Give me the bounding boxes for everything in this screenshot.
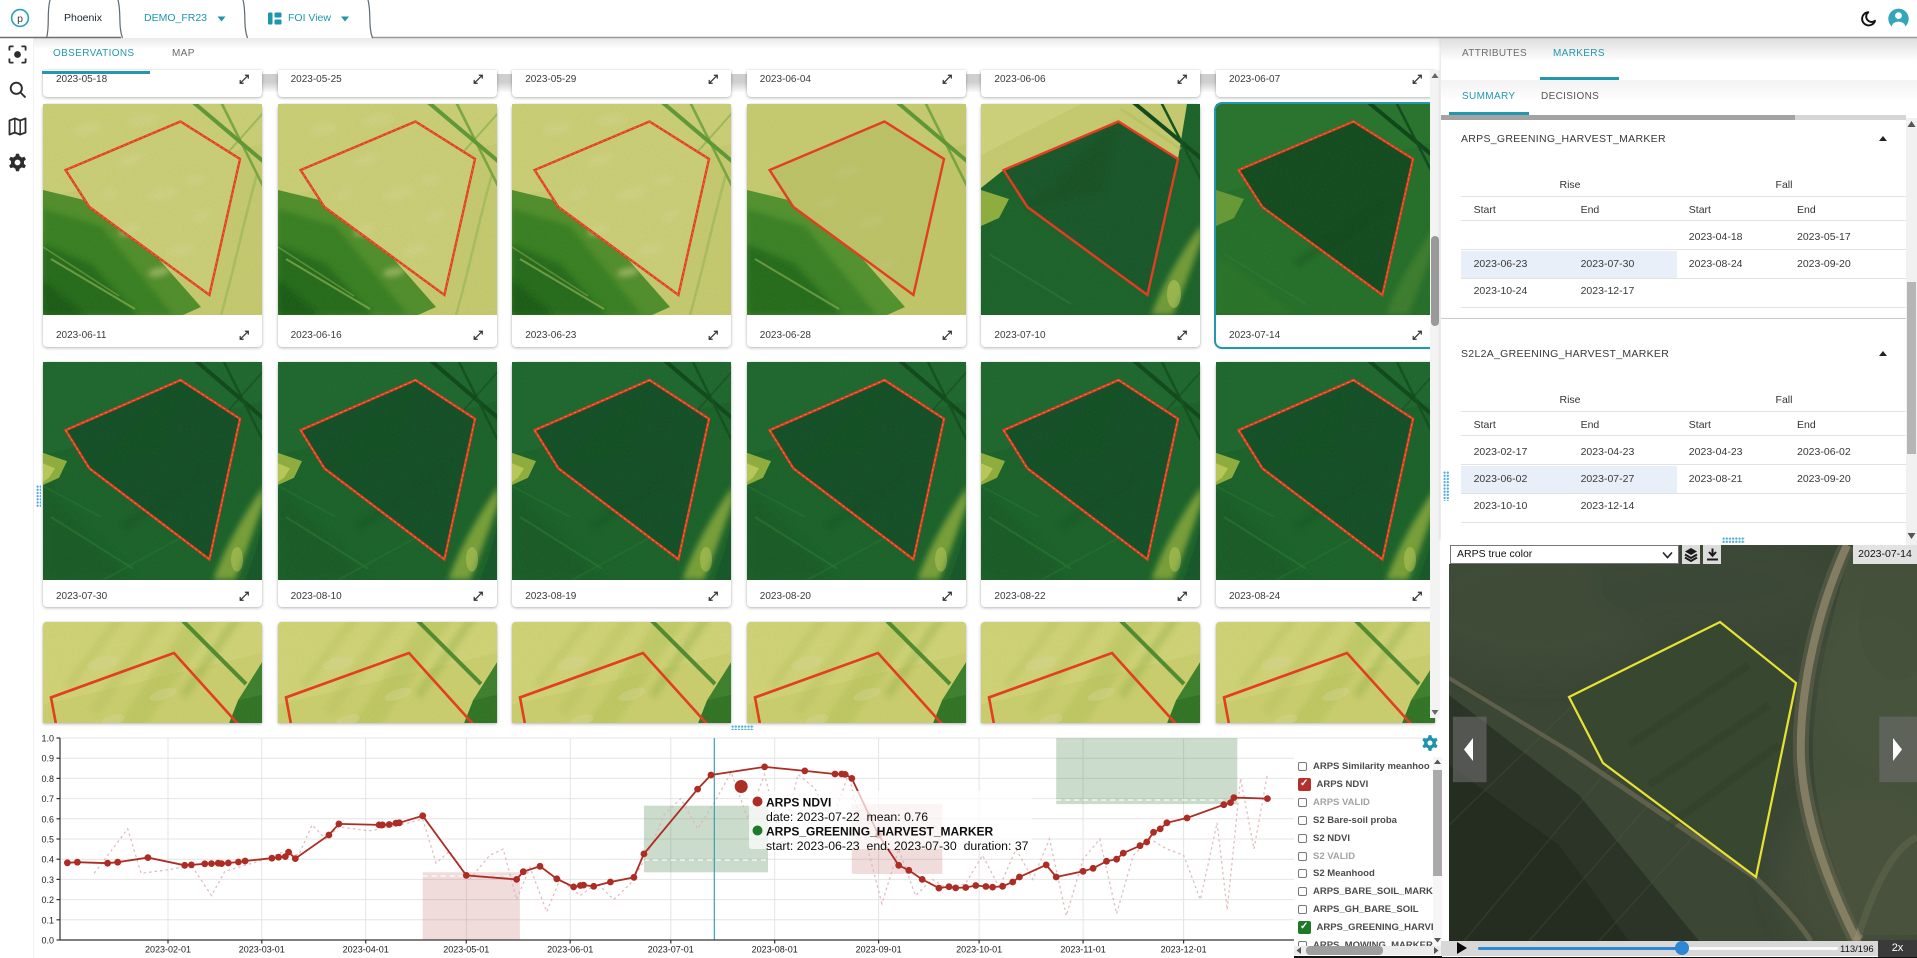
svg-text:0.2: 0.2	[41, 895, 54, 905]
svg-text:2023-06-01: 2023-06-01	[547, 945, 593, 955]
svg-text:2023-08-01: 2023-08-01	[752, 945, 798, 955]
svg-text:0.5: 0.5	[41, 835, 54, 845]
svg-text:2023-11-01: 2023-11-01	[1060, 945, 1105, 955]
svg-text:2023-02-01: 2023-02-01	[145, 945, 191, 955]
svg-text:2023-05-01: 2023-05-01	[443, 945, 489, 955]
svg-text:0.9: 0.9	[41, 754, 54, 764]
svg-text:0.1: 0.1	[41, 915, 54, 925]
svg-text:0.0: 0.0	[41, 936, 54, 946]
svg-text:date: 2023-07-22 mean: 0.76: date: 2023-07-22 mean: 0.76	[766, 810, 928, 824]
svg-text:2023-09-01: 2023-09-01	[856, 945, 902, 955]
svg-text:2023-12-01: 2023-12-01	[1161, 945, 1207, 955]
svg-text:start: 2023-06-23 end: 2023-0: start: 2023-06-23 end: 2023-07-30 durati…	[766, 839, 1029, 853]
svg-text:0.4: 0.4	[41, 855, 54, 865]
svg-text:2023-04-01: 2023-04-01	[343, 945, 389, 955]
svg-text:2023-07-01: 2023-07-01	[648, 945, 694, 955]
svg-text:0.8: 0.8	[41, 774, 54, 784]
svg-text:2023-03-01: 2023-03-01	[239, 945, 285, 955]
svg-text:0.7: 0.7	[41, 794, 54, 804]
svg-text:2023-10-01: 2023-10-01	[956, 945, 1002, 955]
svg-text:1.0: 1.0	[41, 734, 54, 744]
svg-text:ARPS_GREENING_HARVEST_MARKER: ARPS_GREENING_HARVEST_MARKER	[766, 825, 993, 839]
svg-text:0.6: 0.6	[41, 814, 54, 824]
svg-text:0.3: 0.3	[41, 875, 54, 885]
svg-text:p: p	[17, 13, 23, 25]
svg-text:ARPS NDVI: ARPS NDVI	[766, 796, 831, 810]
